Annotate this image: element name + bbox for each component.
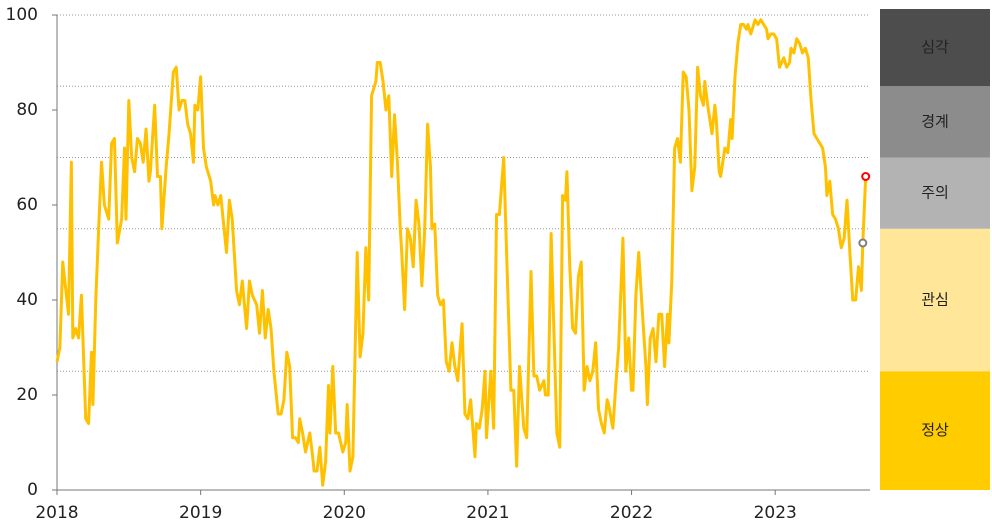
point-marker: [858, 238, 868, 248]
y-tick-label: 20: [16, 385, 38, 405]
x-tick-label: 2019: [179, 503, 222, 523]
x-tick-label: 2022: [610, 503, 653, 523]
band-label: 경계: [921, 112, 949, 130]
x-tick-label: 2020: [323, 503, 366, 523]
line: [55, 18, 868, 487]
band: [880, 371, 990, 490]
y-tick-label: 100: [6, 5, 38, 25]
y-tick-label: 0: [27, 480, 38, 500]
x-tick-label: 2018: [35, 503, 78, 523]
point-marker: [861, 172, 871, 181]
y-tick-label: 60: [16, 195, 38, 215]
band-label: 심각: [921, 38, 949, 56]
band: [880, 157, 990, 229]
band: [880, 86, 990, 158]
y-tick-label: 80: [16, 100, 38, 120]
band: [880, 228, 990, 372]
x-tick-label: 2023: [754, 503, 797, 523]
band-label: 주의: [921, 184, 949, 202]
band-label: 정상: [921, 421, 949, 439]
x-tick-label: 2021: [466, 503, 509, 523]
band-label: 관심: [921, 291, 949, 309]
y-tick-label: 40: [16, 290, 38, 310]
band: [880, 9, 990, 87]
